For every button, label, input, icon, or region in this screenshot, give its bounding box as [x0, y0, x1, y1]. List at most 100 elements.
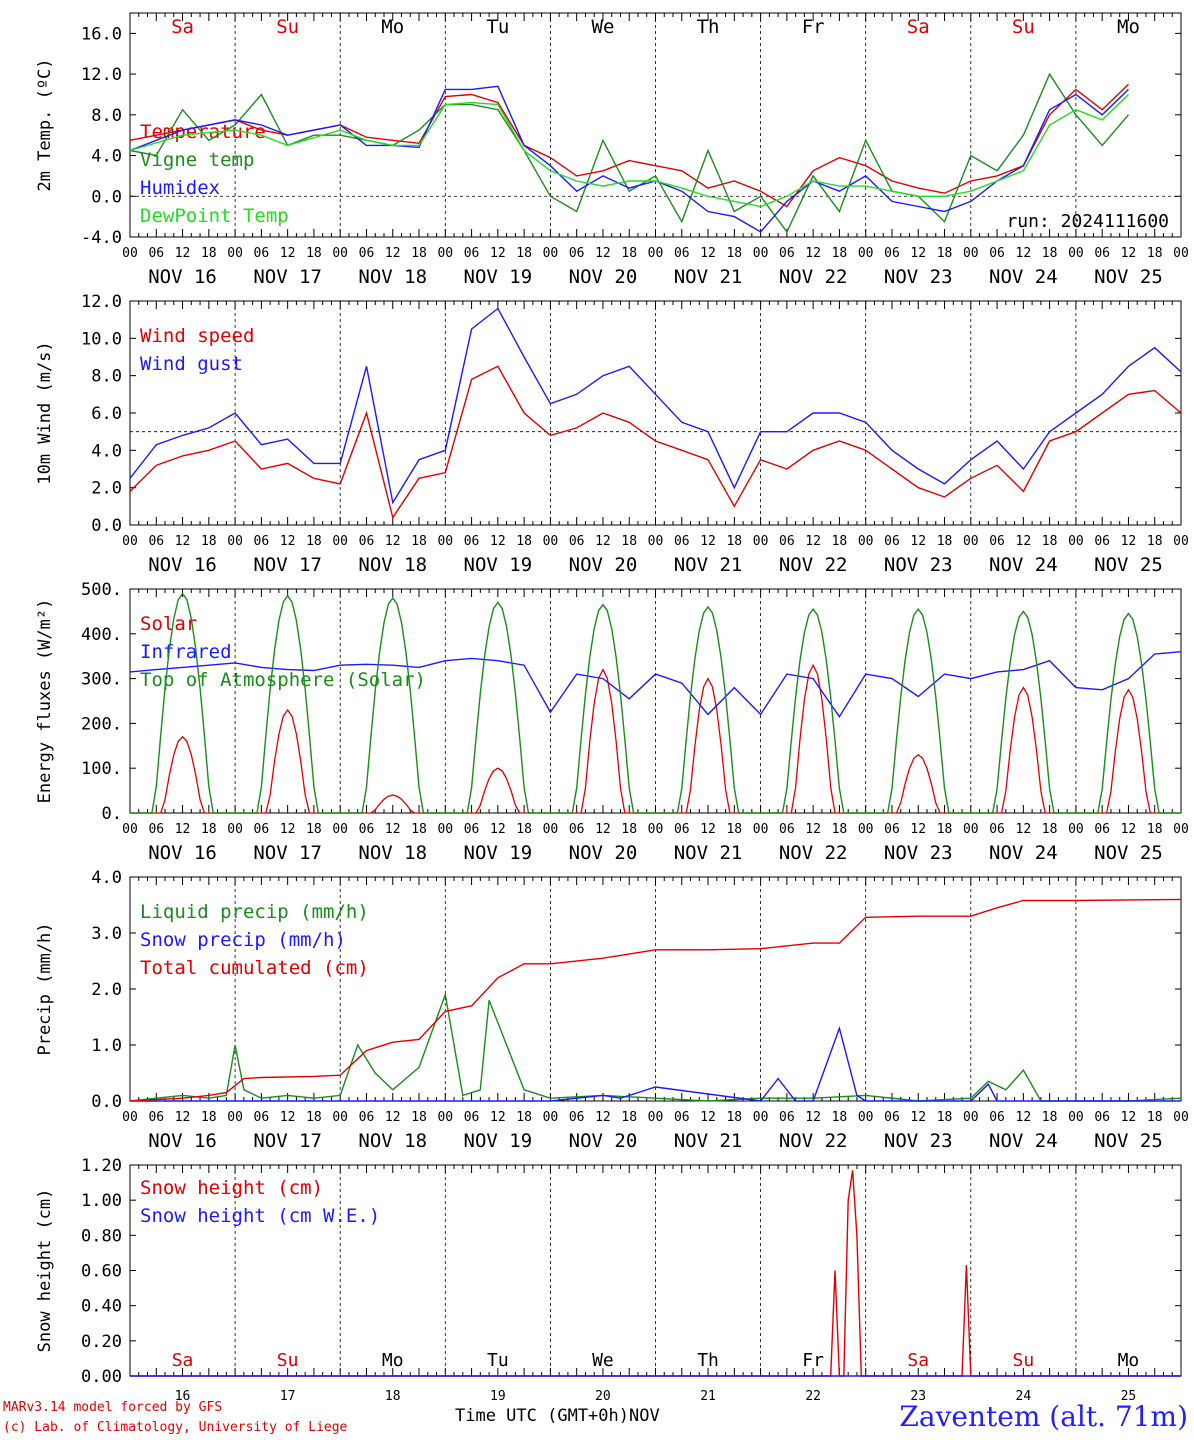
y-tick-label: 12.0: [81, 292, 122, 312]
date-label: NOV 23: [884, 1130, 953, 1152]
hour-label: 06: [254, 1110, 270, 1125]
date-label: NOV 20: [569, 266, 638, 288]
date-label: NOV 20: [569, 554, 638, 576]
hour-label: 12: [175, 822, 191, 837]
hour-label: 12: [385, 246, 401, 261]
hour-label: 00: [648, 246, 664, 261]
y-axis-label: 2m Temp. (ºC): [35, 58, 55, 191]
y-tick-label: 12.0: [81, 65, 122, 85]
date-label: NOV 23: [884, 554, 953, 576]
legend-entry: Vigne temp: [140, 149, 254, 171]
y-tick-label: 500.: [81, 580, 122, 600]
hour-label: 00: [963, 1110, 979, 1125]
hour-label: 12: [385, 1110, 401, 1125]
day-name: Mo: [382, 1350, 404, 1371]
hour-label: 00: [753, 822, 769, 837]
hour-label: 06: [254, 822, 270, 837]
date-label: NOV 21: [674, 1130, 743, 1152]
series-temperature: [129, 83, 1129, 208]
hour-label: 12: [805, 534, 821, 549]
hour-label: 18: [832, 822, 848, 837]
hour-label: 06: [989, 534, 1005, 549]
hour-label: 12: [910, 246, 926, 261]
hour-label: 12: [595, 246, 611, 261]
hour-label: 06: [148, 1110, 164, 1125]
hour-label: 12: [175, 1110, 191, 1125]
y-tick-label: 4.0: [91, 147, 122, 167]
y-tick-label: 1.0: [91, 1036, 122, 1056]
date-label: NOV 25: [1094, 842, 1163, 864]
y-axis-label: Precip (mm/h): [35, 922, 55, 1055]
month-label: NOV: [629, 1406, 660, 1426]
hour-label: 12: [1121, 246, 1137, 261]
time-label-text: Time UTC (GMT+0h): [455, 1406, 629, 1426]
hour-label: 06: [989, 1110, 1005, 1125]
date-label: NOV 22: [779, 842, 848, 864]
date-label: NOV 19: [464, 1130, 533, 1152]
hour-label: 00: [437, 1110, 453, 1125]
hour-label: 06: [1094, 1110, 1110, 1125]
y-tick-label: 300.: [81, 670, 122, 690]
hour-label: 00: [753, 534, 769, 549]
hour-label: 00: [963, 534, 979, 549]
panel-4: 0.0 1.0 2.0 3.0 4.0 Precip (mm/h) Liquid preci…: [35, 868, 1189, 1152]
day-name: Su: [276, 16, 299, 38]
y-tick-label: 3.0: [91, 924, 122, 944]
hour-label: 12: [1016, 1110, 1032, 1125]
date-label: NOV 17: [253, 1130, 322, 1152]
legend-entry: Snow height (cm W.E.): [140, 1205, 380, 1227]
hour-label: 06: [884, 534, 900, 549]
hour-label: 00: [648, 1110, 664, 1125]
hour-label: 18: [306, 534, 322, 549]
time-axis-label: Time UTC (GMT+0h)NOV: [455, 1406, 660, 1426]
y-axis-label: Energy fluxes (W/m²): [35, 599, 55, 804]
date-label: NOV 20: [569, 1130, 638, 1152]
hour-label: 00: [1173, 246, 1189, 261]
model-credit-line1: MARv3.14 model forced by GFS: [3, 1400, 223, 1415]
hour-label: 00: [227, 246, 243, 261]
hour-label: 12: [490, 534, 506, 549]
hour-label: 00: [227, 822, 243, 837]
hour-label: 06: [359, 534, 375, 549]
hour-label: 00: [437, 246, 453, 261]
legend-entry: Solar: [140, 613, 197, 635]
hour-label: 18: [621, 246, 637, 261]
y-tick-label: 2.0: [91, 479, 122, 499]
legend-entry: Snow precip (mm/h): [140, 929, 346, 951]
hour-label: 00: [543, 246, 559, 261]
date-label: NOV 21: [674, 554, 743, 576]
legend-entry: Temperature: [140, 121, 266, 143]
y-tick-label: 1.20: [81, 1156, 122, 1176]
hour-label: 12: [595, 534, 611, 549]
series-wind-gust: [129, 307, 1182, 505]
hour-label: 00: [858, 246, 874, 261]
hour-label: 18: [726, 246, 742, 261]
run-label: run: 2024111600: [1006, 211, 1169, 232]
hour-label: 06: [1094, 534, 1110, 549]
hour-label: 00: [1173, 1110, 1189, 1125]
y-tick-label: 0.60: [81, 1262, 122, 1282]
legend-entry: Humidex: [140, 177, 220, 199]
hour-label: 06: [569, 1110, 585, 1125]
day-name: We: [592, 16, 615, 38]
hour-label: 18: [1042, 534, 1058, 549]
hour-label: 18: [726, 1110, 742, 1125]
hour-label: 18: [516, 1110, 532, 1125]
hour-label: 06: [148, 534, 164, 549]
date-label: NOV 16: [148, 266, 217, 288]
hour-label: 12: [175, 246, 191, 261]
hour-label: 00: [122, 246, 138, 261]
day-name: Mo: [1118, 1350, 1140, 1371]
date-label: NOV 18: [358, 266, 427, 288]
legend-entry: Infrared: [140, 641, 232, 663]
hour-label: 12: [385, 822, 401, 837]
date-label: NOV 17: [253, 554, 322, 576]
hour-label: 12: [280, 1110, 296, 1125]
y-tick-label: 0.: [102, 804, 122, 824]
hour-label: 18: [832, 534, 848, 549]
hour-label: 00: [437, 534, 453, 549]
series-humidex: [129, 85, 1129, 233]
hour-label: 00: [122, 534, 138, 549]
panel-5: 0.00 0.20 0.40 0.60 0.80 1.00 1.20 Snow height …: [35, 1156, 1182, 1404]
